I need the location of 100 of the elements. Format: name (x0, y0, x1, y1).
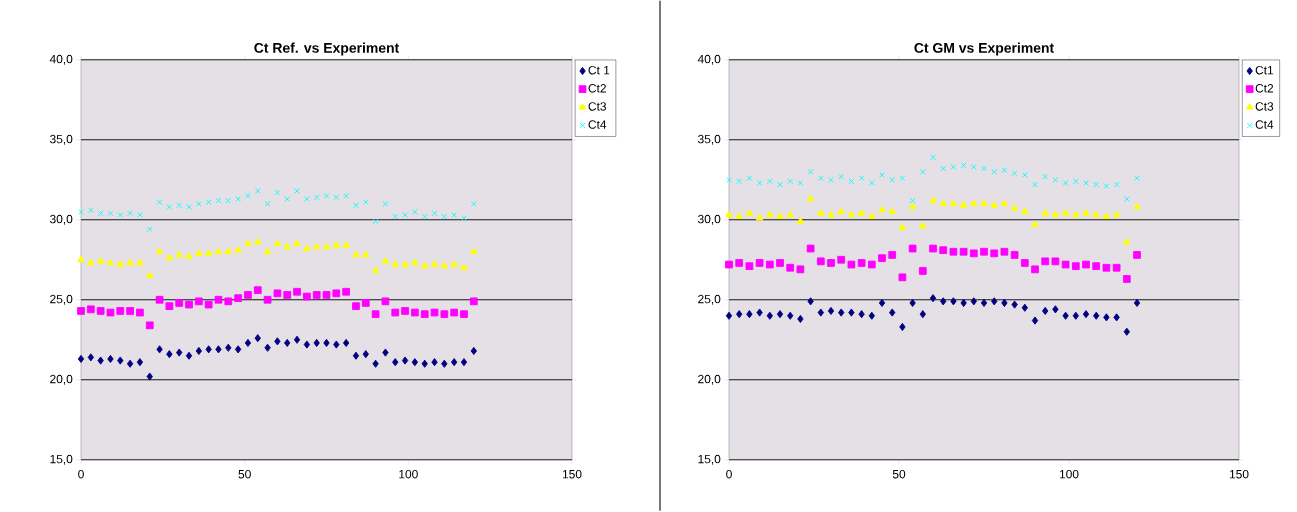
point (868, 212, 876, 220)
point (155, 247, 164, 255)
point (899, 323, 906, 332)
point (195, 201, 202, 207)
point (898, 273, 907, 282)
point (352, 302, 360, 311)
point (736, 178, 743, 185)
point (1021, 303, 1028, 313)
point (77, 355, 85, 364)
point (1001, 167, 1008, 174)
point (858, 310, 865, 319)
point (1000, 248, 1009, 256)
point (333, 340, 340, 349)
point (1103, 313, 1110, 322)
point (1062, 311, 1069, 321)
point (430, 260, 439, 268)
point (1052, 305, 1059, 314)
point (322, 291, 331, 300)
legend-label: Ct2 (1255, 84, 1274, 93)
point (735, 259, 744, 268)
point (411, 258, 419, 266)
point (868, 311, 875, 321)
point (755, 214, 764, 221)
point (362, 350, 369, 359)
point (766, 311, 773, 321)
point (107, 355, 114, 364)
point (146, 271, 154, 279)
x-tick-label: 100 (1059, 470, 1079, 479)
point (970, 164, 977, 171)
point (382, 348, 389, 357)
point (949, 248, 958, 256)
point (766, 178, 773, 185)
point (166, 204, 173, 211)
point (77, 255, 85, 263)
point (1134, 175, 1140, 182)
point (1051, 257, 1060, 266)
point (949, 199, 958, 207)
point (254, 188, 261, 195)
point (381, 297, 390, 306)
point (959, 248, 968, 256)
point (1031, 220, 1039, 228)
point (1123, 238, 1131, 245)
point (1113, 313, 1120, 322)
point (857, 259, 866, 268)
point (205, 199, 212, 206)
point (786, 264, 795, 272)
point (1082, 209, 1090, 216)
point (96, 307, 105, 316)
y-tick-label: 25,0 (50, 295, 73, 305)
point (204, 249, 213, 256)
legend-label: Ct 1 (588, 66, 610, 75)
point (264, 343, 271, 353)
legend-label: Ct3 (1255, 102, 1274, 111)
point (776, 212, 784, 220)
point (848, 308, 855, 317)
point (313, 194, 320, 201)
point (939, 246, 948, 255)
point (421, 213, 428, 220)
point (176, 348, 183, 357)
point (827, 307, 835, 316)
point (401, 356, 409, 365)
point (1062, 180, 1069, 187)
point (353, 202, 359, 209)
point (362, 250, 370, 258)
point (929, 244, 937, 253)
point (787, 311, 794, 321)
point (126, 359, 134, 369)
point (1021, 207, 1029, 215)
point (274, 337, 281, 346)
point (1123, 196, 1130, 203)
point (725, 311, 733, 321)
point (293, 239, 301, 247)
point (1071, 262, 1080, 271)
point (1011, 170, 1018, 177)
point (312, 291, 321, 300)
point (97, 356, 104, 365)
point (908, 202, 917, 210)
point (867, 260, 876, 269)
point (234, 294, 242, 303)
point (284, 339, 291, 348)
y-tick-label: 35,0 (698, 135, 721, 145)
point (294, 188, 300, 195)
point (342, 288, 350, 296)
point (1112, 264, 1121, 272)
point (1102, 212, 1111, 220)
point (746, 310, 753, 319)
point (827, 210, 835, 218)
point (909, 299, 916, 308)
point (990, 201, 998, 208)
point (254, 334, 261, 343)
point (273, 239, 282, 247)
point (245, 193, 251, 199)
point (1092, 262, 1101, 271)
legend-label: Ct1 (1255, 66, 1274, 75)
point (980, 199, 988, 207)
point (929, 294, 937, 303)
point (787, 178, 794, 185)
point (847, 260, 856, 269)
point (225, 197, 232, 204)
point (889, 308, 896, 317)
